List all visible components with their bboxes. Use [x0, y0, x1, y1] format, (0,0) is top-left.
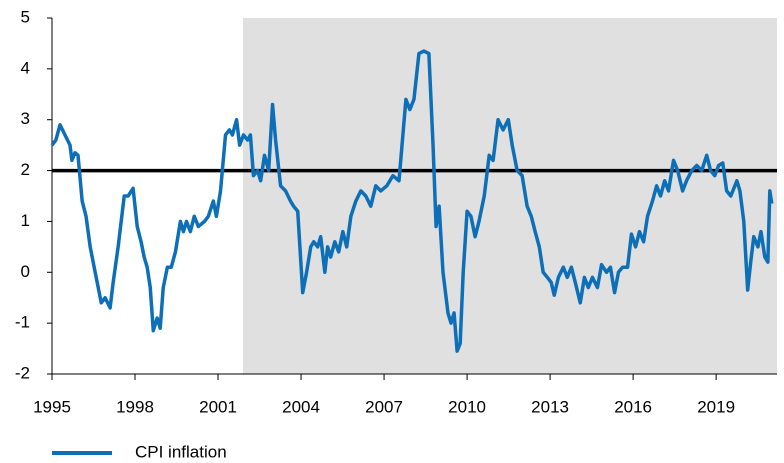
- x-tick-label: 2010: [448, 397, 486, 416]
- y-tick-label: -2: [15, 363, 30, 382]
- x-tick-label: 2013: [531, 397, 569, 416]
- x-tick-label: 2019: [697, 397, 735, 416]
- x-tick-label: 2004: [282, 397, 320, 416]
- y-tick-label: 3: [21, 109, 30, 128]
- x-tick-label: 2001: [199, 397, 237, 416]
- x-tick-label: 1995: [33, 397, 71, 416]
- x-tick-label: 2007: [365, 397, 403, 416]
- data-line: [50, 49, 774, 353]
- legend-label: CPI inflation: [135, 442, 227, 461]
- y-tick-label: -1: [15, 313, 30, 332]
- y-tick-label: 2: [21, 160, 30, 179]
- y-tick-label: 4: [21, 58, 30, 77]
- y-tick-label: 0: [21, 262, 30, 281]
- x-tick-label: 1998: [116, 397, 154, 416]
- shaded-region: [242, 18, 777, 374]
- y-tick-label: 1: [21, 211, 30, 230]
- x-tick-label: 2016: [614, 397, 652, 416]
- y-tick-label: 5: [21, 7, 30, 26]
